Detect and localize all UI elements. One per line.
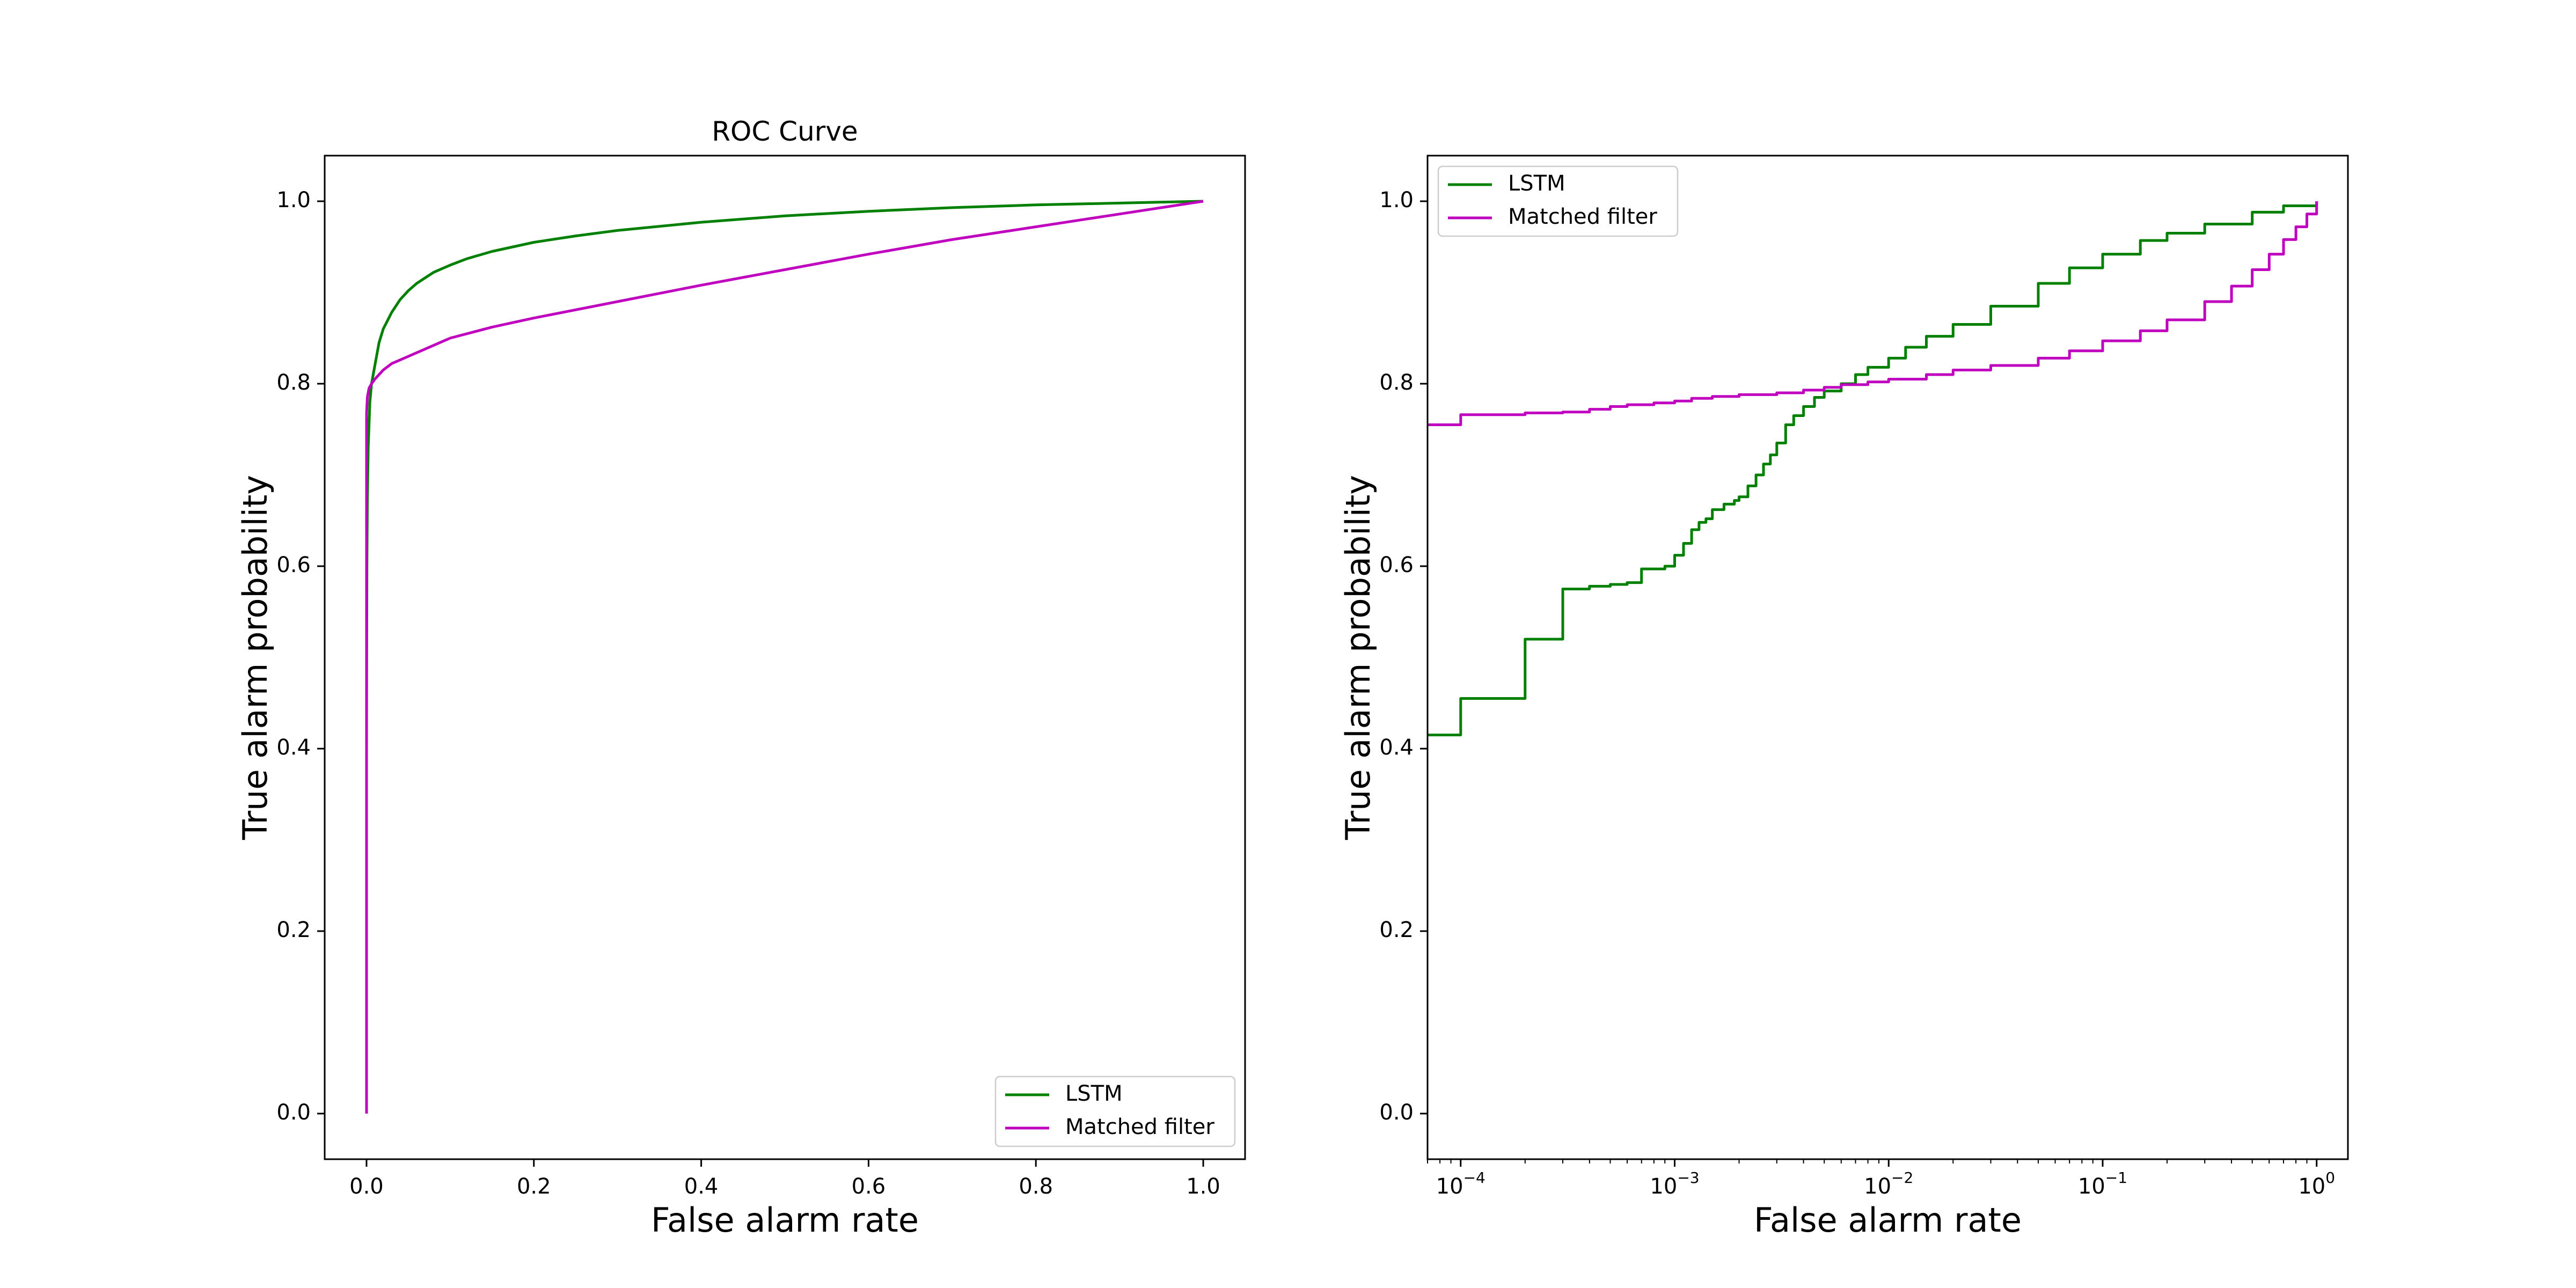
- plot-lines: [365, 200, 1204, 1114]
- legend-label-lstm: LSTM: [1065, 1081, 1123, 1106]
- y-tick-label: 0.8: [1379, 370, 1414, 395]
- axes-frame: [1426, 155, 2349, 1160]
- y-tick-label: 1.0: [1379, 188, 1414, 213]
- legend: LSTM Matched filter: [994, 1075, 1236, 1147]
- x-tick-label: 0.8: [1019, 1174, 1053, 1199]
- x-tick-label: 0.6: [852, 1174, 886, 1199]
- x-tick-label: 10−3: [1650, 1169, 1699, 1199]
- axis-ticks: 0.0 0.2 0.4 0.6 0.8 1.0 0.0 0.2 0.4 0.6 0.8 1.0: [276, 188, 1220, 1199]
- legend-label-matched-filter: Matched filter: [1065, 1115, 1214, 1139]
- y-tick-label: 0.8: [276, 370, 311, 395]
- x-tick-label: 10−2: [1864, 1169, 1913, 1199]
- y-tick-label: 0.6: [1379, 553, 1414, 577]
- roc-linear-panel: ROC Curve False alarm rate True alarm pr…: [236, 116, 1246, 1240]
- x-axis-label: False alarm rate: [651, 1201, 919, 1240]
- chart-title: ROC Curve: [712, 116, 858, 147]
- legend: LSTM Matched filter: [1437, 165, 1679, 237]
- series-line-lstm: [1428, 201, 2318, 736]
- x-tick-label: 10−1: [2078, 1169, 2127, 1199]
- axes-frame: [324, 155, 1246, 1160]
- series-line-matched-filter: [365, 200, 1204, 1114]
- legend-box: [994, 1075, 1236, 1147]
- axis-ticks: 0.0 0.2 0.4 0.6 0.8 1.0 10−4 10−3 10−2 10−1 100: [1379, 188, 2335, 1199]
- legend-box: [1437, 165, 1679, 237]
- series-line-lstm: [365, 200, 1204, 749]
- x-tick-label: 0.2: [517, 1174, 551, 1199]
- x-tick-label: 100: [2298, 1169, 2335, 1199]
- legend-label-lstm: LSTM: [1508, 171, 1565, 196]
- y-tick-label: 0.6: [276, 553, 311, 577]
- x-tick-label: 0.4: [684, 1174, 719, 1199]
- y-tick-label: 0.0: [1379, 1100, 1414, 1125]
- y-axis-label: True alarm probability: [1338, 475, 1378, 840]
- series-line-matched-filter: [1428, 201, 2318, 426]
- x-tick-label: 0.0: [349, 1174, 384, 1199]
- legend-label-matched-filter: Matched filter: [1508, 204, 1657, 229]
- y-axis-label: True alarm probability: [236, 475, 275, 840]
- y-tick-label: 0.2: [276, 918, 311, 942]
- y-tick-label: 1.0: [276, 188, 311, 213]
- y-tick-label: 0.0: [276, 1100, 311, 1125]
- y-tick-label: 0.4: [1379, 735, 1414, 760]
- y-tick-label: 0.4: [276, 735, 311, 760]
- roc-log-panel: False alarm rate True alarm probability …: [1338, 155, 2349, 1240]
- x-axis-label: False alarm rate: [1754, 1201, 2022, 1240]
- plot-lines: [1428, 201, 2318, 736]
- x-tick-label: 10−4: [1436, 1169, 1485, 1199]
- y-tick-label: 0.2: [1379, 918, 1414, 942]
- x-tick-label: 1.0: [1186, 1174, 1220, 1199]
